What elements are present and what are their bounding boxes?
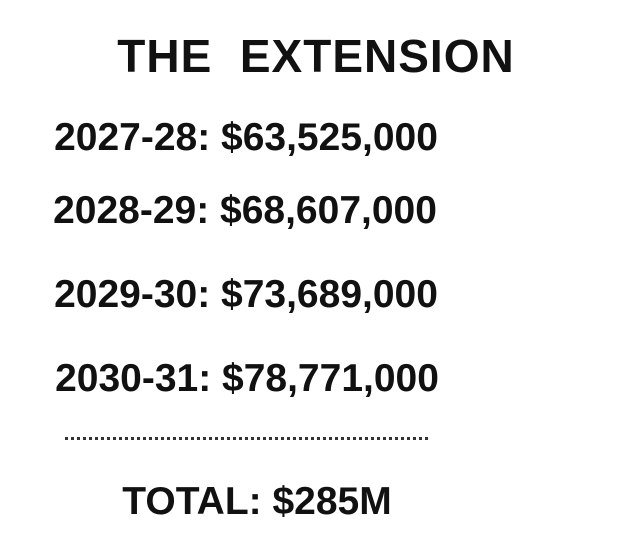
title: THE EXTENSION [117,30,515,82]
season-row: 2027-28: $63,525,000 [54,116,438,159]
divider [65,437,428,440]
total: TOTAL: $285M [122,480,392,523]
season-row: 2028-29: $68,607,000 [53,189,437,232]
season-row: 2029-30: $73,689,000 [54,273,438,316]
season-row: 2030-31: $78,771,000 [55,357,439,400]
